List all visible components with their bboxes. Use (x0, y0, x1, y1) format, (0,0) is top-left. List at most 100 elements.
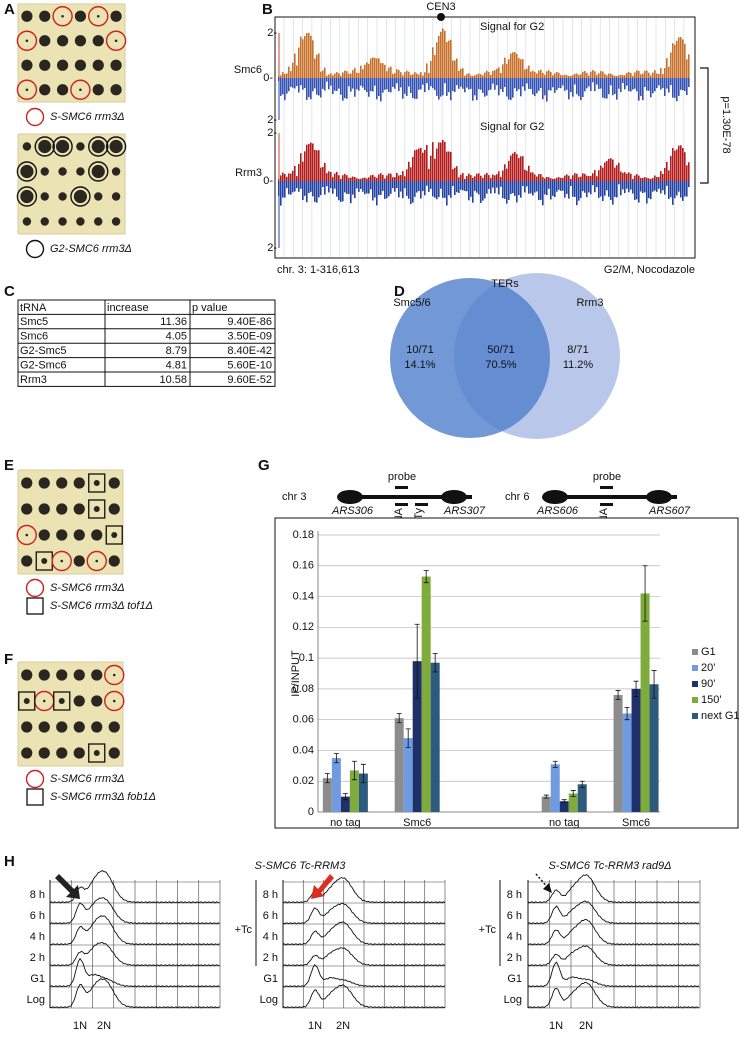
track-up (396, 172, 398, 181)
track-down (394, 78, 396, 89)
track-up (670, 156, 672, 181)
track-up (616, 165, 618, 181)
track-down (452, 78, 454, 92)
track-down (414, 181, 416, 197)
track-down (382, 78, 384, 93)
track-down (380, 78, 382, 102)
track-up (646, 177, 648, 181)
track-down (406, 78, 408, 96)
track-down (492, 181, 494, 188)
track-up (658, 73, 660, 78)
bracket (700, 67, 709, 184)
track-down (394, 181, 396, 192)
error-bar (579, 780, 585, 788)
track-up (334, 173, 336, 181)
track-up (624, 75, 626, 78)
bar (568, 793, 578, 812)
track-up (494, 70, 496, 78)
legend-circle (25, 769, 45, 789)
track-up (374, 57, 376, 78)
track-up (498, 67, 500, 78)
track-down (328, 78, 330, 90)
track-down (334, 78, 336, 91)
track-up (330, 171, 332, 181)
track-down (334, 181, 336, 189)
track-down (662, 181, 664, 191)
track-down (594, 78, 596, 92)
track-down (348, 78, 350, 87)
track-down (280, 78, 282, 96)
colony (73, 747, 85, 759)
track-up (302, 161, 304, 181)
track-down (574, 78, 576, 85)
track-down (588, 78, 590, 87)
track-up (562, 75, 564, 78)
track-down (300, 181, 302, 189)
colony (20, 164, 34, 179)
track-up (612, 159, 614, 181)
track-down (312, 78, 314, 92)
track-down (316, 78, 318, 95)
track-down (390, 78, 392, 93)
track-down (520, 78, 522, 97)
track-up (510, 155, 512, 181)
scale-top: 2- (267, 127, 277, 139)
colony (25, 533, 29, 537)
track-up (672, 43, 674, 78)
error-bar (624, 706, 630, 721)
track-down (660, 181, 662, 194)
track-down (342, 78, 344, 101)
panel-label: B (262, 1, 273, 18)
track-up (440, 142, 442, 181)
histogram (282, 964, 446, 988)
track-down (560, 78, 562, 89)
track-up (286, 73, 288, 78)
track-down (320, 181, 322, 196)
track-up (522, 59, 524, 78)
circle-mark (88, 136, 109, 157)
track-up (478, 73, 480, 78)
colony (56, 747, 68, 759)
track-down (350, 78, 352, 92)
track-up (412, 74, 414, 78)
track-up (376, 58, 378, 78)
track-up (666, 161, 668, 181)
colony (74, 10, 87, 22)
circle-mark (52, 6, 73, 27)
track-up (670, 52, 672, 78)
track-down (436, 78, 438, 96)
track-up (352, 176, 354, 181)
track-up (580, 74, 582, 78)
track-down (358, 181, 360, 192)
track-down (392, 78, 394, 87)
track-up (332, 177, 334, 181)
track-up (322, 166, 324, 181)
track-down (450, 181, 452, 198)
colony (56, 529, 68, 541)
track-down (618, 181, 620, 185)
track-down (454, 181, 456, 196)
track-down (634, 78, 636, 89)
track-up (384, 64, 386, 78)
colony (73, 503, 85, 515)
track-down (540, 78, 542, 88)
track-up (440, 31, 442, 78)
track-down (550, 78, 552, 91)
legend-label: next G1 (701, 710, 740, 722)
track-up (456, 58, 458, 78)
track-down (542, 78, 544, 100)
track-down (408, 78, 410, 87)
track-up (384, 178, 386, 181)
table-cell: 8.40E-42 (227, 345, 272, 357)
track-down (484, 181, 486, 199)
track-up (304, 36, 306, 78)
track-down (616, 78, 618, 100)
legend-text: S-SMC6 rrm3Δ fob1Δ (50, 791, 156, 803)
track-up (548, 177, 550, 181)
track-up (336, 72, 338, 78)
track-up (390, 66, 392, 78)
track-down (488, 181, 490, 189)
track-up (488, 175, 490, 181)
error-bar (642, 565, 648, 622)
track-up (676, 149, 678, 181)
